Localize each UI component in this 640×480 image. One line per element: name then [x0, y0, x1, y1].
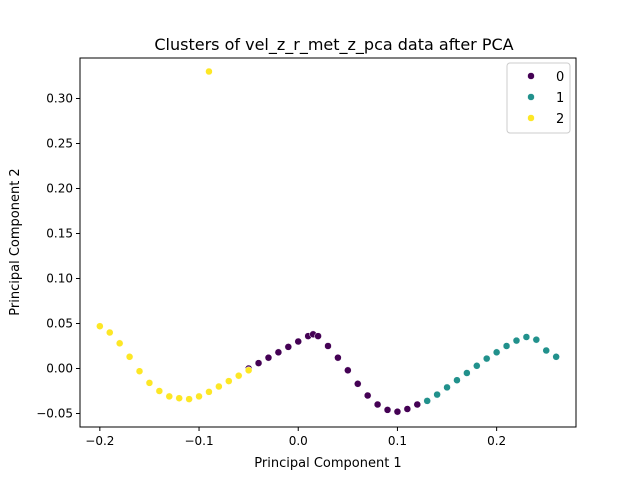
- data-point: [155, 387, 164, 395]
- data-point: [492, 348, 501, 357]
- data-point: [423, 397, 431, 405]
- x-tick-label: 0.0: [289, 434, 308, 448]
- y-tick-label: 0.05: [46, 317, 73, 331]
- data-point: [324, 342, 332, 350]
- legend-box: [506, 62, 571, 134]
- y-tick-label: 0.30: [46, 92, 73, 106]
- y-axis: −0.05 0.00 0.05 0.10 0.15 0.20 0.25 0.30: [36, 92, 80, 421]
- data-point: [532, 335, 541, 344]
- data-point: [185, 395, 193, 403]
- data-point: [512, 336, 521, 345]
- data-point: [482, 354, 491, 363]
- y-axis-label: Principal Component 2: [8, 168, 23, 315]
- data-point: [254, 359, 263, 367]
- data-point: [552, 353, 560, 361]
- data-point: [135, 367, 144, 375]
- data-point: [403, 405, 412, 413]
- data-point: [354, 380, 362, 388]
- data-point: [383, 406, 392, 414]
- y-tick-label: 0.00: [46, 362, 73, 376]
- data-point: [294, 337, 302, 346]
- x-axis-label: Principal Component 1: [254, 456, 401, 471]
- data-point: [106, 328, 114, 337]
- data-point: [542, 346, 550, 355]
- data-point: [344, 366, 352, 375]
- data-point: [284, 343, 293, 351]
- data-point: [373, 400, 382, 409]
- series-0: [244, 330, 431, 416]
- data-point: [215, 382, 223, 391]
- legend-label: 2: [556, 112, 564, 127]
- plot-frame: [79, 57, 577, 428]
- x-tick-label: −0.2: [85, 434, 114, 448]
- x-tick-label: 0.2: [487, 434, 506, 448]
- chart-title: Clusters of vel_z_r_met_z_pca data after…: [154, 35, 513, 55]
- data-point: [413, 400, 422, 409]
- data-point: [205, 388, 213, 396]
- y-tick-label: 0.20: [46, 182, 73, 196]
- y-tick-label: 0.25: [46, 137, 73, 151]
- legend: 0 1 2: [506, 62, 571, 134]
- legend-marker: [527, 114, 535, 122]
- data-points: [96, 67, 560, 416]
- data-point: [334, 353, 342, 362]
- data-point: [443, 383, 451, 392]
- data-point: [433, 390, 441, 399]
- legend-marker: [527, 93, 535, 101]
- data-point: [463, 369, 471, 377]
- x-tick-label: 0.1: [388, 434, 407, 448]
- data-point: [473, 362, 481, 370]
- legend-label: 1: [556, 91, 564, 106]
- x-tick-label: −0.1: [184, 434, 213, 448]
- legend-marker: [527, 72, 535, 80]
- data-point: [274, 348, 283, 357]
- y-tick-label: 0.10: [46, 272, 73, 286]
- data-point: [453, 376, 461, 384]
- legend-label: 0: [556, 70, 564, 85]
- data-point: [225, 377, 233, 385]
- y-tick-label: 0.15: [46, 227, 73, 241]
- data-point: [205, 67, 213, 76]
- series-1: [423, 333, 560, 405]
- data-point: [145, 379, 154, 387]
- data-point: [234, 371, 243, 380]
- data-point: [363, 391, 372, 400]
- series-2: [96, 67, 253, 403]
- x-axis: −0.2 −0.1 0.0 0.1 0.2: [85, 427, 506, 448]
- y-tick-label: −0.05: [36, 407, 73, 421]
- data-point: [522, 333, 531, 341]
- data-point: [125, 353, 134, 361]
- data-point: [175, 394, 183, 402]
- data-point: [502, 342, 511, 350]
- data-point: [195, 392, 203, 401]
- data-point: [244, 366, 253, 375]
- data-point: [314, 332, 322, 340]
- data-point: [264, 353, 273, 362]
- data-point: [115, 339, 124, 348]
- data-point: [96, 322, 104, 330]
- data-point: [165, 392, 174, 401]
- data-point: [393, 407, 402, 416]
